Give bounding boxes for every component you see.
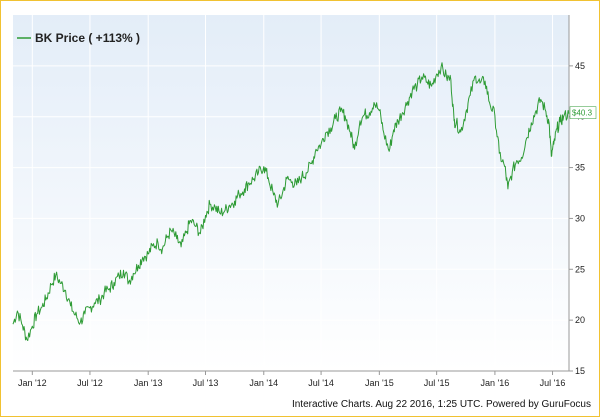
- credit-text[interactable]: Interactive Charts. Aug 22 2016, 1:25 UT…: [292, 399, 591, 410]
- y-axis: 15202530354045: [568, 15, 585, 376]
- y-tick-label: 35: [575, 163, 585, 173]
- x-tick-label: Jan '12: [18, 378, 47, 388]
- plot-area: [13, 15, 569, 371]
- x-tick-label: Jan '13: [134, 378, 163, 388]
- y-tick-label: 20: [575, 315, 585, 325]
- y-tick-label: 25: [575, 264, 585, 274]
- x-tick-label: Jul '15: [424, 378, 450, 388]
- series-line-bk-price: [12, 62, 570, 341]
- y-tick-label: 45: [575, 61, 585, 71]
- last-value-text: $40.3: [572, 109, 593, 118]
- x-tick-label: Jul '12: [77, 378, 103, 388]
- x-axis: Jan '12 Jul '12 Jan '13 Jul '13 Jan '14 Jul '…: [13, 370, 569, 388]
- x-tick-label: Jan '16: [481, 378, 510, 388]
- legend-entry-bk-price[interactable]: BK Price ( +113% ): [35, 31, 140, 45]
- x-tick-label: Jul '13: [193, 378, 219, 388]
- last-value-label: $40.3: [569, 106, 597, 119]
- x-tick-label: Jan '15: [365, 378, 394, 388]
- x-tick-label: Jan '14: [249, 378, 278, 388]
- y-tick-label: 15: [575, 366, 585, 376]
- y-tick-label: 30: [575, 213, 585, 223]
- x-tick-label: Jul '14: [308, 378, 334, 388]
- x-tick-label: Jul '16: [540, 378, 566, 388]
- legend[interactable]: BK Price ( +113% ): [17, 31, 140, 45]
